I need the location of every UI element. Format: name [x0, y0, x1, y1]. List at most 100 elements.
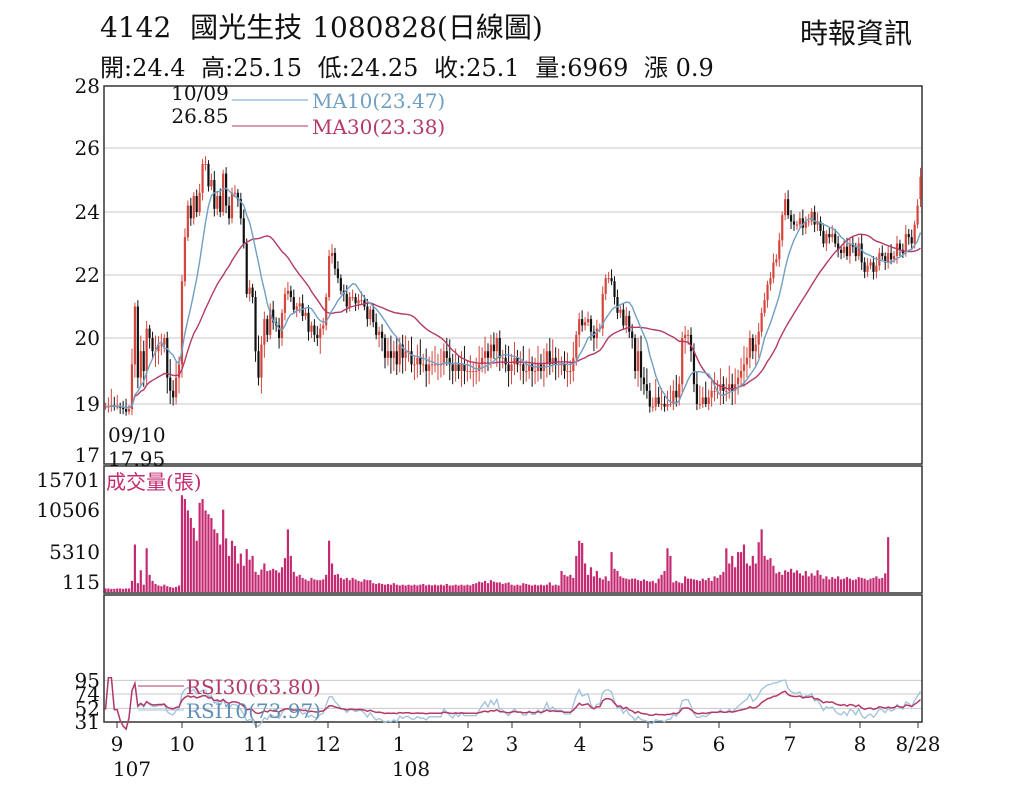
volume-bar: [257, 574, 260, 592]
volume-bar: [887, 537, 890, 592]
volume-bar: [404, 585, 407, 592]
candle-body: [213, 180, 216, 209]
candle-body: [236, 192, 239, 200]
candle-body: [525, 371, 528, 372]
volume-bar: [248, 559, 251, 592]
volume-bar: [748, 565, 751, 592]
volume-bar: [148, 574, 151, 592]
candle-body: [401, 344, 404, 358]
candle-body: [319, 328, 322, 338]
candle-body: [136, 306, 139, 378]
volume-bar: [463, 585, 466, 592]
candle-body: [887, 252, 890, 263]
candle-body: [366, 306, 369, 320]
volume-bar: [695, 580, 699, 592]
candle-body: [248, 287, 251, 294]
volume-bar: [327, 540, 331, 592]
candle-body: [454, 364, 457, 371]
candle-body: [307, 312, 310, 332]
volume-bar: [569, 574, 572, 592]
volume-bar: [151, 580, 154, 592]
volume-bar: [275, 570, 278, 592]
price-tick-label: 26: [75, 136, 100, 160]
candle-body: [622, 309, 625, 326]
candle-body: [536, 364, 540, 371]
candle-body: [842, 246, 846, 253]
volume-bar: [433, 584, 437, 592]
volume-bar: [872, 577, 875, 592]
candle-body: [139, 351, 142, 378]
candle-body: [775, 259, 778, 263]
candle-body: [798, 218, 801, 225]
volume-bar: [145, 548, 148, 592]
volume-bar: [686, 578, 690, 592]
month-tick-label: 4: [574, 732, 587, 756]
candle-body: [772, 262, 775, 279]
volume-bar: [766, 559, 769, 592]
volume-bar: [492, 581, 495, 592]
volume-bar: [769, 558, 772, 592]
month-tick-label: 7: [784, 732, 797, 756]
volume-panel-frame: [103, 465, 923, 594]
volume-bar: [722, 571, 725, 592]
volume-bar: [295, 576, 298, 592]
volume-bar: [839, 579, 843, 592]
volume-bar: [498, 582, 501, 592]
candle-body: [195, 196, 198, 212]
stock-name: 國光生技: [190, 11, 303, 44]
candle-body: [660, 404, 663, 405]
volume-bar: [795, 570, 799, 592]
candle-body: [351, 297, 354, 299]
volume-bar: [875, 576, 878, 592]
candle-body: [869, 262, 872, 266]
volume-bar: [631, 578, 634, 592]
volume-bar: [798, 573, 801, 592]
volume-bar: [789, 568, 793, 592]
candle-body: [142, 351, 145, 371]
volume-bar: [242, 565, 245, 592]
volume-bar: [239, 553, 242, 592]
chart-date: 1080828: [312, 11, 437, 44]
rsi-tick-label: 52: [75, 696, 100, 720]
volume-bar: [834, 578, 837, 592]
candle-body: [795, 224, 799, 226]
candle-body: [210, 180, 213, 187]
candle-body: [451, 364, 454, 371]
volume-bar: [678, 582, 681, 592]
volume-bar: [728, 563, 731, 592]
candle-body: [742, 364, 746, 371]
volume-bar: [157, 585, 160, 592]
volume-bar: [372, 583, 375, 592]
volume-bar: [439, 584, 443, 592]
candle-body: [272, 309, 275, 323]
volume-bar: [801, 575, 804, 592]
candle-body: [857, 243, 860, 257]
volume-bar: [601, 579, 604, 592]
candle-body: [204, 164, 207, 165]
volume-bar: [831, 577, 834, 592]
volume-bar: [319, 580, 322, 592]
volume-bar: [583, 563, 587, 592]
candle-body: [357, 300, 360, 304]
candle-body: [710, 390, 713, 398]
candle-body: [648, 390, 651, 407]
candle-body: [734, 384, 737, 391]
volume-bar: [166, 586, 169, 592]
candle-body: [595, 328, 598, 338]
candle-body: [719, 384, 722, 391]
candle-body: [575, 334, 578, 358]
candle-body: [254, 297, 257, 352]
volume-bar: [578, 540, 581, 592]
volume-bar: [119, 588, 122, 592]
volume-bar: [625, 578, 628, 592]
candle-body: [124, 409, 128, 412]
candle-body: [345, 293, 348, 307]
volume-bar: [681, 583, 684, 592]
candle-body: [839, 249, 843, 253]
volume-bar: [204, 510, 207, 592]
candle-body: [604, 278, 607, 294]
volume-bar: [469, 585, 472, 592]
candlesticks: [104, 156, 922, 416]
volume-bar: [642, 579, 646, 592]
